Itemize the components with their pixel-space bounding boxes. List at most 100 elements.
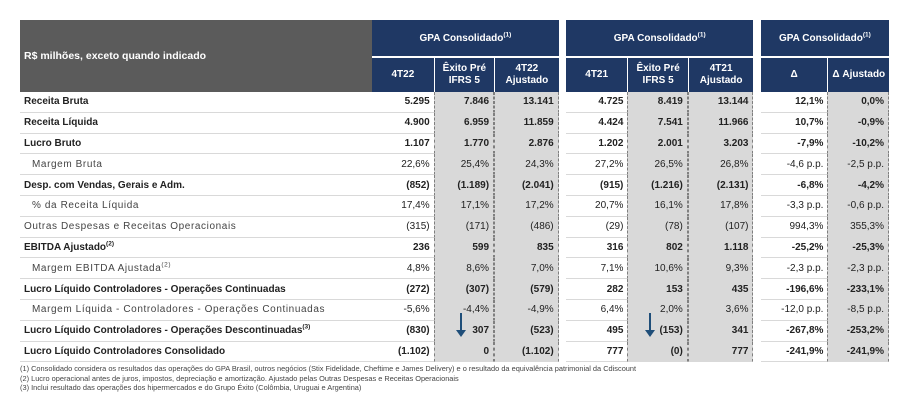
cell-value: 5.295: [372, 92, 434, 113]
row-label: Lucro Líquido Controladores Consolidado: [20, 342, 373, 363]
table-row: Lucro Bruto 1.107 1.770 2.876 1.202 2.001 3.20…: [20, 133, 889, 155]
cell-value: 12,1%: [760, 92, 828, 113]
cell-value: 282: [565, 279, 628, 300]
cell-value: 1.770: [433, 133, 495, 155]
cell-value: 341: [687, 320, 754, 342]
group-header-delta: GPA Consolidado(1): [760, 20, 889, 56]
cell-value: -6,8%: [760, 175, 828, 196]
cell-value: 4.900: [372, 113, 434, 134]
cell-value: -3,3 p.p.: [760, 196, 828, 217]
cell-value: 0,0%: [827, 92, 889, 113]
cell-value: (315): [372, 217, 434, 238]
table-title: R$ milhões, exceto quando indicado: [20, 20, 373, 92]
row-label: Lucro Líquido Controladores - Operações …: [20, 279, 373, 300]
cell-value: 1.118: [687, 237, 754, 259]
cell-value: 1.202: [565, 134, 628, 155]
table-row: % da Receita Líquida 17,4% 17,1% 17,2% 20,7%…: [20, 195, 889, 217]
table-row: Margem Bruta 22,6% 25,4% 24,3% 27,2% 26,5% 26,…: [20, 154, 889, 176]
col-header-exito-4t21: Êxito Pré IFRS 5: [627, 56, 688, 92]
table-row: Margem Líquida - Controladores - Operaçõ…: [20, 299, 889, 321]
cell-value: 16,1%: [627, 195, 688, 217]
cell-value: -0,6 p.p.: [827, 195, 889, 217]
row-label: Outras Despesas e Receitas Operacionais: [20, 217, 373, 238]
cell-value: 153: [627, 279, 688, 300]
cell-value: 3.203: [687, 133, 754, 155]
group-header-4t21: GPA Consolidado(1): [565, 20, 754, 56]
cell-value: 599: [433, 237, 495, 259]
down-arrow-icon: [645, 313, 655, 337]
row-label: Lucro Líquido Controladores - Operações …: [20, 321, 373, 342]
cell-value: 777: [565, 342, 628, 363]
cell-value: 2,0%: [627, 299, 688, 321]
cell-value: (1.216): [627, 175, 688, 196]
cell-value: 4.424: [565, 113, 628, 134]
table-row: Lucro Líquido Controladores - Operações …: [20, 320, 889, 342]
cell-value: 2.001: [627, 133, 688, 155]
row-label: EBITDA Ajustado(2): [20, 238, 373, 259]
cell-value: 7,0%: [494, 258, 559, 280]
cell-value: 0: [433, 341, 495, 363]
table-row: Lucro Líquido Controladores - Operações …: [20, 279, 889, 300]
table-row: Lucro Líquido Controladores Consolidado(…: [20, 341, 889, 363]
col-header-delta-ajustado: Δ Ajustado: [827, 56, 889, 92]
row-label: Margem Bruta: [20, 154, 373, 176]
cell-value: 435: [687, 279, 754, 300]
footnotes: (1) Consolidado considera os resultados …: [20, 364, 636, 393]
cell-value: 26,5%: [627, 154, 688, 176]
cell-value: -10,2%: [827, 133, 889, 155]
cell-value: -25,2%: [760, 238, 828, 259]
row-label: Desp. com Vendas, Gerais e Adm.: [20, 175, 373, 196]
col-header-4t21-ajustado: 4T21 Ajustado: [687, 56, 754, 92]
group-header-4t22: GPA Consolidado(1): [372, 20, 559, 56]
cell-value: (1.102): [372, 342, 434, 363]
cell-value: 7.846: [433, 92, 495, 113]
col-header-4t22: 4T22: [372, 56, 434, 92]
row-label: Receita Bruta: [20, 92, 373, 113]
table-row: Outras Despesas e Receitas Operacionais(…: [20, 216, 889, 238]
cell-value: (852): [372, 175, 434, 196]
cell-value: 8.419: [627, 92, 688, 113]
cell-value: 13.141: [494, 92, 559, 113]
cell-value: 10,6%: [627, 258, 688, 280]
cell-value: -241,9%: [760, 342, 828, 363]
col-header-exito-4t22: Êxito Pré IFRS 5: [433, 56, 495, 92]
cell-value: -25,3%: [827, 237, 889, 259]
cell-value: 25,4%: [433, 154, 495, 176]
cell-value: 8,6%: [433, 258, 495, 280]
cell-value: 4,8%: [372, 258, 434, 280]
row-label: Margem Líquida - Controladores - Operaçõ…: [20, 300, 373, 321]
table-row: Receita Bruta 5.295 7.846 13.141 4.725 8.419 1…: [20, 92, 889, 113]
cell-value: -4,9%: [494, 299, 559, 321]
row-label: Margem EBITDA Ajustada(2): [20, 258, 373, 280]
cell-value: -241,9%: [827, 341, 889, 363]
cell-value: -2,5 p.p.: [827, 154, 889, 176]
cell-value: 7,1%: [565, 258, 628, 280]
cell-value: -5,6%: [372, 300, 434, 321]
cell-value: (107): [687, 216, 754, 238]
cell-value: 6,4%: [565, 300, 628, 321]
cell-value: (1.189): [433, 175, 495, 196]
cell-value: 994,3%: [760, 217, 828, 238]
cell-value: 802: [627, 237, 688, 259]
cell-value: 10,7%: [760, 113, 828, 134]
col-header-4t21: 4T21: [565, 56, 628, 92]
cell-value: 20,7%: [565, 196, 628, 217]
cell-value: 3,6%: [687, 299, 754, 321]
cell-value: 4.725: [565, 92, 628, 113]
cell-value: 9,3%: [687, 258, 754, 280]
row-label: Lucro Bruto: [20, 134, 373, 155]
row-label: % da Receita Líquida: [20, 196, 373, 217]
cell-value: 17,4%: [372, 196, 434, 217]
cell-value: -253,2%: [827, 320, 889, 342]
cell-value: (2.041): [494, 175, 559, 196]
table-row: Receita Líquida 4.900 6.959 11.859 4.424 7.54…: [20, 112, 889, 134]
cell-value: (830): [372, 321, 434, 342]
col-header-delta: Δ: [760, 56, 828, 92]
cell-value: (523): [494, 320, 559, 342]
cell-value: (171): [433, 216, 495, 238]
cell-value: 11.859: [494, 112, 559, 134]
cell-value: 495: [565, 321, 628, 342]
cell-value: (29): [565, 217, 628, 238]
footnote: (3) Inclui resultado das operações dos h…: [20, 383, 362, 393]
